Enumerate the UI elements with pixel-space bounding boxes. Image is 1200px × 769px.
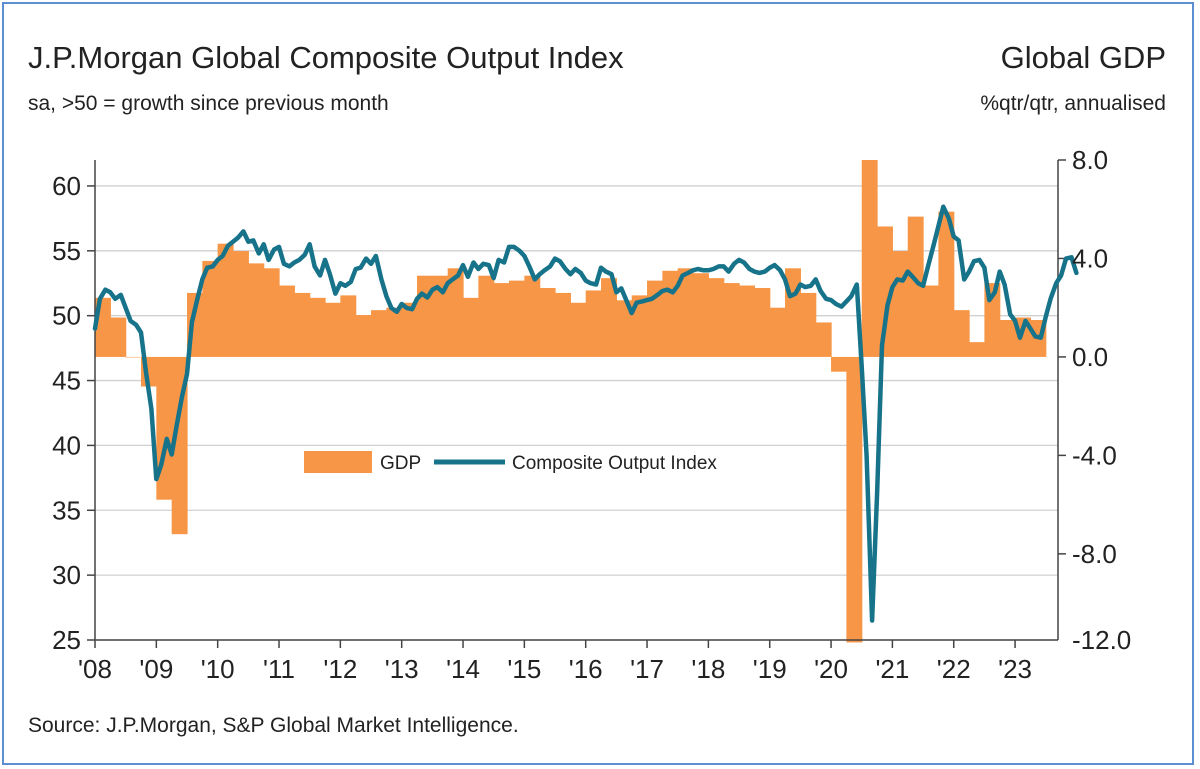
gdp-bar-2021Q3	[923, 285, 939, 357]
right-tick-label: 4.0	[1072, 243, 1108, 273]
gdp-bar-2021Q2	[907, 216, 924, 357]
right-tick-label: 0.0	[1072, 342, 1108, 372]
gdp-bar-2013Q1	[401, 302, 418, 357]
gdp-bar-2016Q1	[585, 290, 602, 357]
gdp-bar-2017Q2	[662, 270, 679, 357]
left-tick-label: 45	[52, 366, 81, 396]
right-tick-label: -4.0	[1072, 440, 1117, 470]
right-axis-subtitle: %qtr/qtr, annualised	[980, 92, 1166, 115]
gdp-bars	[95, 160, 1047, 643]
gdp-bar-2018Q3	[739, 285, 755, 357]
right-tick-label: 8.0	[1072, 145, 1108, 175]
gdp-bar-2014Q4	[509, 280, 525, 357]
gdp-bar-2020Q2	[846, 356, 863, 643]
composite-output-index-line	[92, 204, 1079, 623]
legend-label-index: Composite Output Index	[512, 453, 717, 474]
gdp-bar-2010Q3	[248, 263, 265, 357]
gdp-bar-2016Q4	[631, 295, 648, 357]
gdp-bar-2012Q1	[340, 295, 357, 357]
gdp-bar-2021Q1	[892, 251, 909, 357]
gdp-bar-2011Q3	[309, 297, 326, 357]
right-tick-label: -8.0	[1072, 539, 1117, 569]
x-tick-label: '18	[691, 654, 725, 684]
gdp-bar-2017Q3	[677, 268, 694, 357]
x-tick-label: '16	[569, 654, 603, 684]
gdp-bar-2017Q4	[693, 273, 709, 357]
gdp-bar-2010Q1	[217, 243, 234, 357]
gdp-bar-2009Q2	[171, 356, 188, 535]
right-axis-title: Global GDP	[1000, 40, 1166, 75]
x-tick-label: '08	[78, 654, 112, 684]
left-tick-label: 40	[52, 430, 81, 460]
x-tick-label: '09	[139, 654, 173, 684]
gdp-bar-2022Q2	[969, 342, 985, 357]
x-tick-label: '15	[507, 654, 541, 684]
x-tick-label: '11	[263, 654, 295, 684]
gdp-bar-2022Q4	[999, 320, 1016, 357]
gdp-bar-2014Q2	[478, 275, 495, 357]
gdp-bar-2015Q2	[539, 288, 556, 357]
gdp-bar-2016Q3	[616, 300, 633, 357]
legend-label-gdp: GDP	[380, 453, 421, 474]
gdp-bar-2011Q1	[279, 285, 295, 357]
gdp-bar-2014Q1	[463, 297, 479, 357]
right-tick-label: -12.0	[1072, 625, 1131, 655]
gdp-bar-2013Q2	[417, 275, 433, 357]
gdp-bar-2010Q4	[263, 268, 280, 357]
x-tick-label: '10	[201, 654, 235, 684]
gdp-bar-2020Q1	[831, 356, 847, 372]
gdp-bar-2008Q3	[125, 356, 142, 358]
axes	[87, 159, 1066, 648]
gdp-bar-2015Q3	[555, 292, 571, 357]
gdp-bar-2022Q1	[953, 310, 970, 357]
gdp-bar-2011Q2	[294, 292, 311, 357]
x-tick-label: '19	[753, 654, 787, 684]
legend-swatch-gdp	[304, 451, 372, 473]
x-tick-label: '12	[323, 654, 357, 684]
gdp-bar-2008Q2	[110, 317, 127, 357]
left-tick-label: 25	[52, 625, 81, 655]
gdp-bar-2014Q3	[493, 283, 510, 357]
gdp-bar-2012Q2	[355, 315, 372, 357]
x-tick-label: '21	[875, 654, 909, 684]
left-tick-label: 55	[52, 236, 81, 266]
chart-title: J.P.Morgan Global Composite Output Index	[28, 40, 624, 75]
x-tick-label: '22	[937, 654, 971, 684]
gdp-bar-2020Q3	[861, 160, 878, 357]
tick-labels: 60 55 50 45 40 35 30 25 8.0 4.0 0.0 -4.0 -8.0 -12.0 '0…	[52, 145, 1131, 684]
x-tick-label: '20	[814, 654, 848, 684]
left-tick-label: 50	[52, 301, 81, 331]
x-tick-label: '23	[998, 654, 1032, 684]
chart-subtitle: sa, >50 = growth since previous month	[28, 92, 389, 115]
gdp-bar-2015Q4	[570, 302, 587, 357]
gdp-bar-2013Q3	[432, 275, 449, 357]
gdp-bar-2018Q4	[754, 288, 771, 357]
x-tick-label: '13	[385, 654, 419, 684]
legend: GDP Composite Output Index	[304, 451, 717, 474]
gdp-bar-2021Q4	[938, 211, 955, 357]
left-tick-label: 30	[52, 560, 81, 590]
gdp-bar-2012Q4	[386, 307, 403, 357]
gdp-bar-2011Q4	[325, 302, 341, 357]
left-tick-label: 35	[52, 495, 81, 525]
gdp-bar-2019Q4	[815, 322, 832, 357]
gdp-bar-2019Q1	[769, 307, 786, 357]
gdp-bar-2010Q2	[233, 251, 249, 357]
gdp-bar-2012Q3	[371, 310, 387, 357]
index-line-layer	[92, 204, 1079, 623]
left-tick-label: 60	[52, 171, 81, 201]
gdp-bar-2013Q4	[447, 268, 464, 357]
gdp-bar-2020Q4	[877, 226, 893, 357]
x-tick-label: '17	[630, 654, 664, 684]
source-note: Source: J.P.Morgan, S&P Global Market In…	[28, 714, 519, 737]
gdp-bar-2009Q4	[202, 260, 219, 357]
gdp-bar-2018Q1	[708, 278, 725, 357]
gdp-bar-2018Q2	[723, 283, 740, 357]
gdp-bar-2016Q2	[601, 278, 617, 357]
gdp-bar-2019Q3	[800, 292, 817, 357]
x-tick-label: '14	[446, 654, 480, 684]
gdp-bar-2015Q1	[524, 275, 541, 357]
